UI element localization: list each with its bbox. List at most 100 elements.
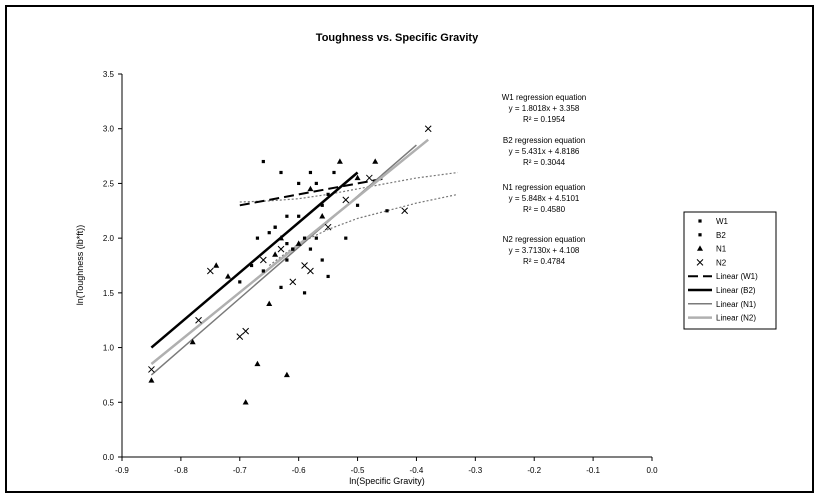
point-n2 xyxy=(277,245,285,253)
legend-marker-w1 xyxy=(698,219,702,223)
annotation-w1-line-3: R² = 0.1954 xyxy=(523,115,566,124)
point-w1 xyxy=(314,181,318,186)
legend-label-b2: B2 xyxy=(716,231,726,240)
legend-marker-b2 xyxy=(698,233,702,237)
x-tick-label: -0.4 xyxy=(410,466,424,475)
regression-curve xyxy=(268,193,458,266)
y-tick-label: 0.0 xyxy=(103,453,115,462)
regression-curve xyxy=(239,171,458,203)
legend-marker-n2 xyxy=(696,259,704,266)
legend-label-w1: W1 xyxy=(716,217,729,226)
point-n2 xyxy=(365,174,373,182)
x-tick-label: -0.8 xyxy=(174,466,188,475)
annotation-n1-line-1: N1 regression equation xyxy=(503,183,586,192)
annotation-b2-line-2: y = 5.431x + 4.8186 xyxy=(509,147,580,156)
legend: W1 B2 N1 N2 Linear (W1) Linear (B2) Linear (N1… xyxy=(683,211,777,330)
point-n2 xyxy=(307,267,314,275)
legend-label-n2: N2 xyxy=(716,258,727,267)
point-n1 xyxy=(307,185,314,192)
x-tick-label: 0.0 xyxy=(646,466,658,475)
point-w1 xyxy=(326,192,330,196)
annotation-n2-line-1: N2 regression equation xyxy=(503,235,586,244)
point-b2 xyxy=(279,285,283,289)
point-n1 xyxy=(225,273,231,279)
legend-label-linear-n1: Linear (N1) xyxy=(716,300,756,309)
point-n1 xyxy=(189,338,196,345)
annotation-b2-line-1: B2 regression equation xyxy=(503,136,585,145)
y-tick-label: 1.0 xyxy=(103,344,115,353)
point-b2 xyxy=(302,291,307,295)
point-n1 xyxy=(254,360,261,367)
point-n1 xyxy=(272,251,279,257)
point-n2 xyxy=(259,256,267,264)
point-n1 xyxy=(372,158,379,164)
trendline-linear-w1 xyxy=(239,177,388,207)
point-w1 xyxy=(332,170,336,175)
ticks-layer: -0.9 -0.8 -0.7 -0.6 -0.5 -0.4 -0.3 -0.2 -0.1 0.0 0… xyxy=(103,70,658,475)
point-n2 xyxy=(324,223,332,231)
x-tick-label: -0.7 xyxy=(233,466,247,475)
point-n2 xyxy=(301,262,308,269)
point-b2 xyxy=(238,280,242,284)
point-w1 xyxy=(302,236,307,240)
point-w1 xyxy=(344,236,348,240)
point-b2 xyxy=(291,247,295,251)
point-w1 xyxy=(279,170,283,175)
point-n1 xyxy=(354,174,361,181)
point-n1 xyxy=(213,262,220,268)
lines-layer xyxy=(150,138,458,376)
point-w1 xyxy=(261,159,265,164)
annotation-n2-line-3: R² = 0.4784 xyxy=(523,257,566,266)
point-n1 xyxy=(283,371,290,378)
point-b2 xyxy=(255,236,260,240)
point-w1 xyxy=(308,170,313,175)
x-tick-label: -0.2 xyxy=(527,466,541,475)
legend-label-linear-n2: Linear (N2) xyxy=(716,314,756,323)
annotation-n2-line-2: y = 3.7130x + 4.108 xyxy=(509,246,580,255)
point-b2 xyxy=(285,258,289,262)
y-tick-label: 2.5 xyxy=(103,179,115,188)
point-n2 xyxy=(148,366,155,373)
chart-frame: Toughness vs. Specific Gravity ln(Toughn… xyxy=(5,5,814,493)
x-tick-label: -0.5 xyxy=(351,466,365,475)
point-n1 xyxy=(295,240,302,246)
point-n1 xyxy=(336,158,343,164)
point-b2 xyxy=(249,263,254,268)
point-n1 xyxy=(266,300,273,306)
annotation-w1-line-2: y = 1.8018x + 3.358 xyxy=(509,104,580,113)
y-tick-label: 3.0 xyxy=(103,125,115,134)
point-w1 xyxy=(385,209,389,213)
x-tick-label: -0.9 xyxy=(115,466,129,475)
legend-label-linear-w1: Linear (W1) xyxy=(716,272,758,281)
trendline-linear-b2 xyxy=(150,171,359,349)
point-w1 xyxy=(285,214,289,218)
annotation-n1-line-3: R² = 0.4580 xyxy=(523,205,566,214)
annotation-b2-line-3: R² = 0.3044 xyxy=(523,158,566,167)
point-n2 xyxy=(401,207,409,215)
chart-title: Toughness vs. Specific Gravity xyxy=(316,32,479,44)
y-tick-label: 1.5 xyxy=(103,289,115,298)
chart-svg: Toughness vs. Specific Gravity ln(Toughn… xyxy=(75,32,777,486)
point-n2 xyxy=(424,125,432,133)
trendline-linear-n1 xyxy=(150,144,417,376)
legend-label-n1: N1 xyxy=(716,245,727,254)
point-n1 xyxy=(319,213,326,219)
point-b2 xyxy=(314,236,318,240)
legend-marker-n1 xyxy=(697,245,703,251)
points-layer xyxy=(148,125,432,405)
legend-items: W1 B2 N1 N2 Linear (W1) Linear (B2) Linear (N1… xyxy=(688,217,758,323)
annotations-layer: W1 regression equation y = 1.8018x + 3.3… xyxy=(502,93,587,266)
point-b2 xyxy=(273,225,277,229)
point-b2 xyxy=(326,274,330,279)
legend-label-linear-b2: Linear (B2) xyxy=(716,286,756,295)
trendline-linear-n2 xyxy=(150,138,429,365)
y-tick-label: 2.0 xyxy=(103,234,115,243)
point-n2 xyxy=(342,196,350,204)
point-b2 xyxy=(267,231,271,235)
legend-box xyxy=(683,211,777,330)
annotation-w1-line-1: W1 regression equation xyxy=(502,93,587,102)
x-axis-label: ln(Specific Gravity) xyxy=(349,476,425,486)
point-n1 xyxy=(148,377,155,383)
point-w1 xyxy=(297,181,301,186)
x-tick-label: -0.6 xyxy=(292,466,306,475)
